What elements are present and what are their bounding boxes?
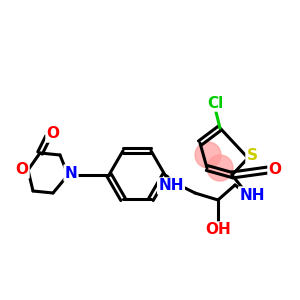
Text: O: O xyxy=(268,163,281,178)
Text: S: S xyxy=(247,148,257,163)
Text: NH: NH xyxy=(239,188,265,202)
Text: Cl: Cl xyxy=(207,95,223,110)
Text: O: O xyxy=(46,127,59,142)
Text: N: N xyxy=(64,166,77,181)
Text: NH: NH xyxy=(158,178,184,194)
Text: OH: OH xyxy=(205,223,231,238)
Circle shape xyxy=(195,142,221,168)
Circle shape xyxy=(207,155,233,181)
Text: O: O xyxy=(16,163,28,178)
